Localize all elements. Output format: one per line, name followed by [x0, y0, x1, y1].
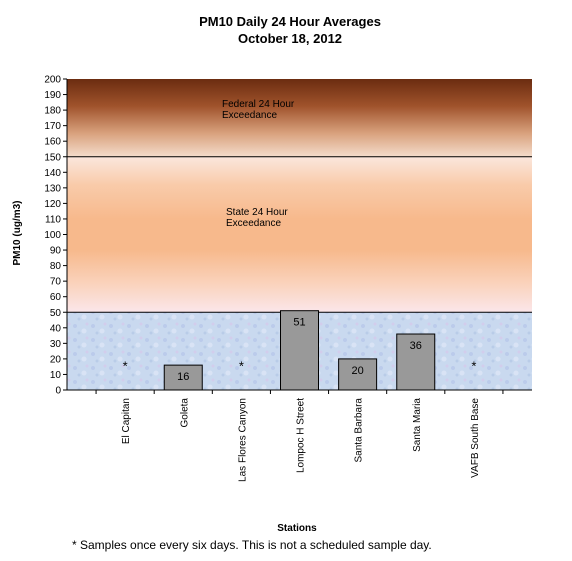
footnote: * Samples once every six days. This is n… — [72, 538, 432, 552]
y-tick-label: 50 — [50, 308, 62, 319]
y-tick-label: 130 — [44, 183, 61, 194]
bar-value-label: 51 — [293, 317, 305, 329]
bar — [163, 364, 203, 391]
y-tick-label: 60 — [50, 292, 62, 303]
state-exceedance-band — [67, 156, 532, 313]
y-axis-title: PM10 (ug/m3) — [12, 200, 23, 265]
y-tick-label: 20 — [50, 354, 62, 365]
y-tick-label: 150 — [44, 152, 61, 163]
x-category-label: Santa Barbara — [354, 398, 365, 463]
x-category-label: Lompoc H Street — [296, 398, 307, 473]
x-category-label: Las Flores Canyon — [237, 398, 248, 482]
y-tick-label: 80 — [50, 261, 62, 272]
federal-exceedance-band — [67, 79, 532, 157]
federal-exceedance-label: Exceedance — [222, 110, 277, 121]
state-exceedance-label: Exceedance — [226, 218, 281, 229]
y-tick-label: 190 — [44, 90, 61, 101]
y-tick-label: 40 — [50, 323, 62, 334]
y-tick-label: 160 — [44, 137, 61, 148]
federal-exceedance-label: Federal 24 Hour — [222, 99, 295, 110]
y-tick-label: 140 — [44, 168, 61, 179]
y-tick-label: 100 — [44, 230, 61, 241]
state-exceedance-label: State 24 Hour — [226, 207, 288, 218]
no-sample-marker: * — [471, 359, 476, 374]
chart-subtitle: October 18, 2012 — [238, 31, 342, 46]
no-sample-marker: * — [239, 359, 244, 374]
bar — [338, 358, 378, 391]
x-category-label: El Capitan — [121, 398, 132, 444]
x-category-label: VAFB South Base — [470, 398, 481, 478]
y-tick-label: 200 — [44, 75, 61, 86]
y-tick-label: 70 — [50, 277, 62, 288]
bar-value-label: 16 — [177, 371, 189, 383]
chart-title: PM10 Daily 24 Hour Averages — [199, 14, 381, 29]
bar-value-label: 36 — [410, 340, 422, 352]
y-tick-label: 10 — [50, 370, 62, 381]
no-sample-marker: * — [123, 359, 128, 374]
y-tick-label: 170 — [44, 121, 61, 132]
y-tick-label: 180 — [44, 106, 61, 117]
y-tick-label: 110 — [45, 214, 61, 225]
y-tick-label: 0 — [55, 386, 61, 397]
y-tick-label: 90 — [50, 246, 62, 257]
x-category-label: Santa Maria — [412, 398, 423, 452]
bar-value-label: 20 — [352, 365, 364, 377]
bar — [396, 333, 436, 391]
x-category-label: Goleta — [179, 398, 190, 428]
x-axis-title: Stations — [277, 523, 317, 534]
y-tick-label: 120 — [44, 199, 61, 210]
y-tick-label: 30 — [50, 339, 62, 350]
